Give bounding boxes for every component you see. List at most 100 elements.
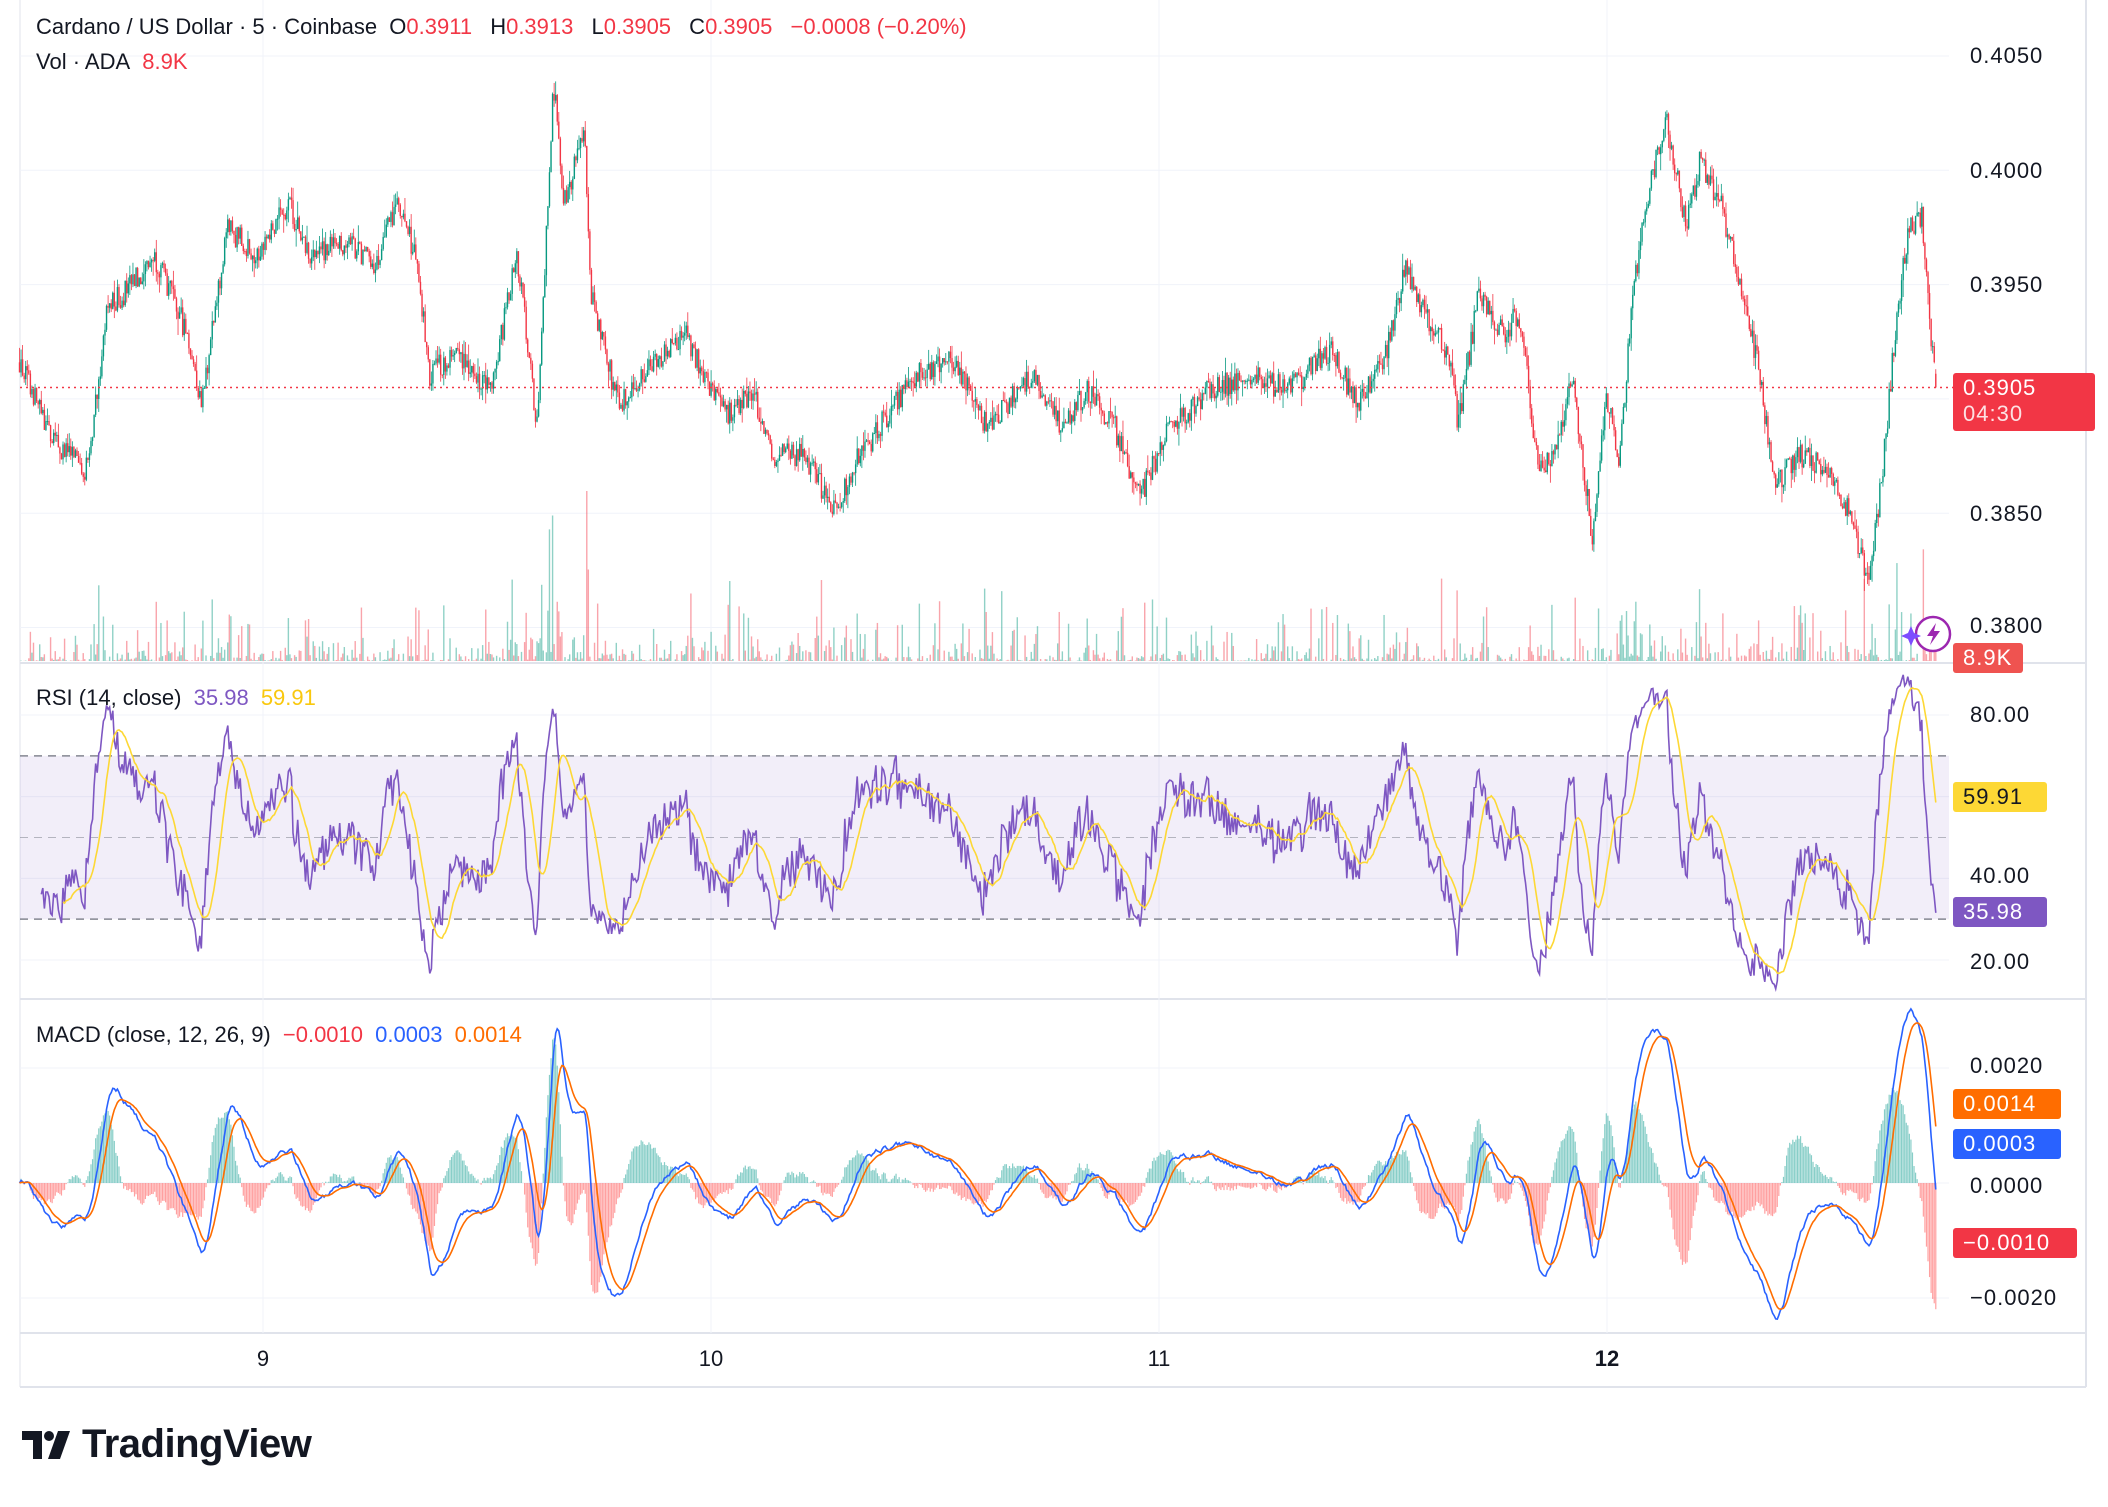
candle — [1557, 420, 1559, 459]
candle — [993, 407, 995, 431]
candle — [430, 371, 433, 391]
candle — [1201, 389, 1203, 410]
candle-body — [914, 383, 916, 387]
candle-body — [1692, 185, 1695, 195]
candle — [175, 296, 178, 320]
candle — [1470, 322, 1472, 367]
candle-body — [1044, 395, 1046, 406]
candle — [1134, 481, 1137, 489]
candle-body — [1078, 391, 1081, 395]
volume-bar — [881, 659, 883, 661]
volume-bar — [850, 639, 852, 661]
candle-body — [474, 373, 476, 377]
candle-body — [1352, 386, 1354, 404]
candle-body — [1181, 408, 1183, 417]
candle — [663, 341, 666, 362]
candle — [1007, 401, 1009, 419]
candle — [1226, 372, 1228, 405]
candle-body — [1380, 363, 1382, 365]
candle — [1251, 375, 1253, 389]
candle-body — [900, 389, 902, 408]
candle-body — [1080, 391, 1082, 411]
volume-bar — [1834, 660, 1836, 661]
candle — [688, 333, 691, 341]
candle-body — [76, 450, 78, 457]
candle-body — [1737, 277, 1740, 285]
candle-body — [1005, 401, 1008, 404]
candle-body — [107, 305, 109, 308]
volume-bar — [141, 650, 143, 661]
volume-bar — [1526, 660, 1528, 661]
candle-body — [310, 257, 313, 264]
volume-bar — [1844, 610, 1847, 661]
volume-bar — [281, 659, 283, 661]
volume-bar — [1280, 651, 1283, 661]
candle — [1319, 336, 1322, 371]
volume-bar — [1538, 655, 1541, 661]
candle — [786, 438, 788, 450]
candle — [798, 437, 801, 462]
candle-body — [1131, 472, 1133, 478]
volume-bar — [1139, 658, 1141, 661]
candle-body — [1215, 395, 1217, 399]
candle — [887, 421, 889, 433]
candle — [690, 334, 692, 362]
volume-bar — [1245, 660, 1247, 661]
candle-body — [385, 224, 387, 237]
volume-bar — [715, 645, 717, 661]
candle-body — [1868, 572, 1870, 580]
candle-body — [1764, 405, 1766, 425]
candle — [660, 347, 663, 368]
candle — [318, 235, 321, 264]
candle-body — [539, 364, 541, 401]
volume-bar — [138, 651, 140, 661]
candle-body — [931, 362, 933, 380]
volume-bar — [1894, 629, 1897, 661]
candle-body — [60, 453, 63, 460]
candle — [1395, 292, 1398, 319]
candle-body — [777, 460, 779, 463]
candle-body — [338, 235, 341, 249]
candle-body — [1902, 257, 1904, 281]
candle — [1167, 422, 1169, 427]
volume-bar — [1130, 659, 1132, 661]
candle-body — [603, 332, 605, 337]
volume-bar — [1544, 655, 1547, 661]
volume-bar — [1673, 660, 1676, 661]
volume-bar — [988, 658, 991, 661]
candle — [1930, 318, 1932, 351]
candle-body — [1011, 386, 1014, 407]
candle-body — [1327, 362, 1329, 364]
candle-body — [508, 292, 510, 301]
candle — [447, 363, 450, 369]
volume-bar — [937, 649, 939, 661]
candle — [203, 385, 206, 389]
candle-body — [118, 287, 120, 306]
candle — [1770, 440, 1772, 463]
volume-bar — [1116, 650, 1118, 661]
candle — [320, 242, 322, 254]
candle-body — [1336, 352, 1339, 367]
candle — [259, 245, 262, 261]
volume-bar — [1389, 647, 1391, 661]
candle — [1479, 280, 1482, 302]
candle — [814, 456, 816, 484]
candle-body — [1212, 384, 1214, 394]
volume-bar — [1574, 597, 1576, 661]
candle — [1347, 365, 1350, 396]
volume-bar — [987, 645, 989, 661]
candle-body — [1372, 378, 1374, 382]
volume-bar — [707, 650, 709, 661]
candle — [632, 374, 635, 397]
candle-body — [168, 283, 170, 296]
candle — [578, 135, 580, 151]
candle — [1442, 349, 1444, 352]
volume-bar — [527, 659, 529, 661]
candle-body — [1899, 300, 1901, 304]
volume-bar — [1173, 660, 1175, 661]
candle-body — [1436, 332, 1438, 334]
candle — [1249, 375, 1252, 388]
candle-body — [1683, 205, 1685, 217]
candle-body — [366, 246, 369, 252]
